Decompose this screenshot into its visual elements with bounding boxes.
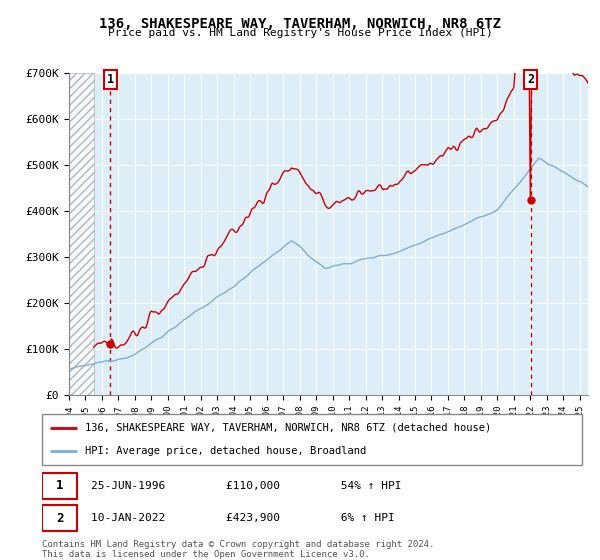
FancyBboxPatch shape	[42, 414, 582, 465]
Text: Contains HM Land Registry data © Crown copyright and database right 2024.
This d: Contains HM Land Registry data © Crown c…	[42, 540, 434, 559]
Text: 25-JUN-1996         £110,000         54% ↑ HPI: 25-JUN-1996 £110,000 54% ↑ HPI	[91, 481, 401, 491]
Text: 1: 1	[106, 73, 113, 86]
Text: 10-JAN-2022         £423,900         6% ↑ HPI: 10-JAN-2022 £423,900 6% ↑ HPI	[91, 513, 394, 523]
Text: 2: 2	[56, 511, 64, 525]
Text: Price paid vs. HM Land Registry's House Price Index (HPI): Price paid vs. HM Land Registry's House …	[107, 28, 493, 38]
Text: 1: 1	[56, 479, 64, 492]
Bar	[69, 73, 94, 395]
FancyBboxPatch shape	[42, 473, 77, 499]
Text: 2: 2	[527, 73, 535, 86]
FancyBboxPatch shape	[42, 505, 77, 531]
Text: HPI: Average price, detached house, Broadland: HPI: Average price, detached house, Broa…	[85, 446, 367, 456]
Text: 136, SHAKESPEARE WAY, TAVERHAM, NORWICH, NR8 6TZ (detached house): 136, SHAKESPEARE WAY, TAVERHAM, NORWICH,…	[85, 422, 491, 432]
Text: 136, SHAKESPEARE WAY, TAVERHAM, NORWICH, NR8 6TZ: 136, SHAKESPEARE WAY, TAVERHAM, NORWICH,…	[99, 17, 501, 31]
